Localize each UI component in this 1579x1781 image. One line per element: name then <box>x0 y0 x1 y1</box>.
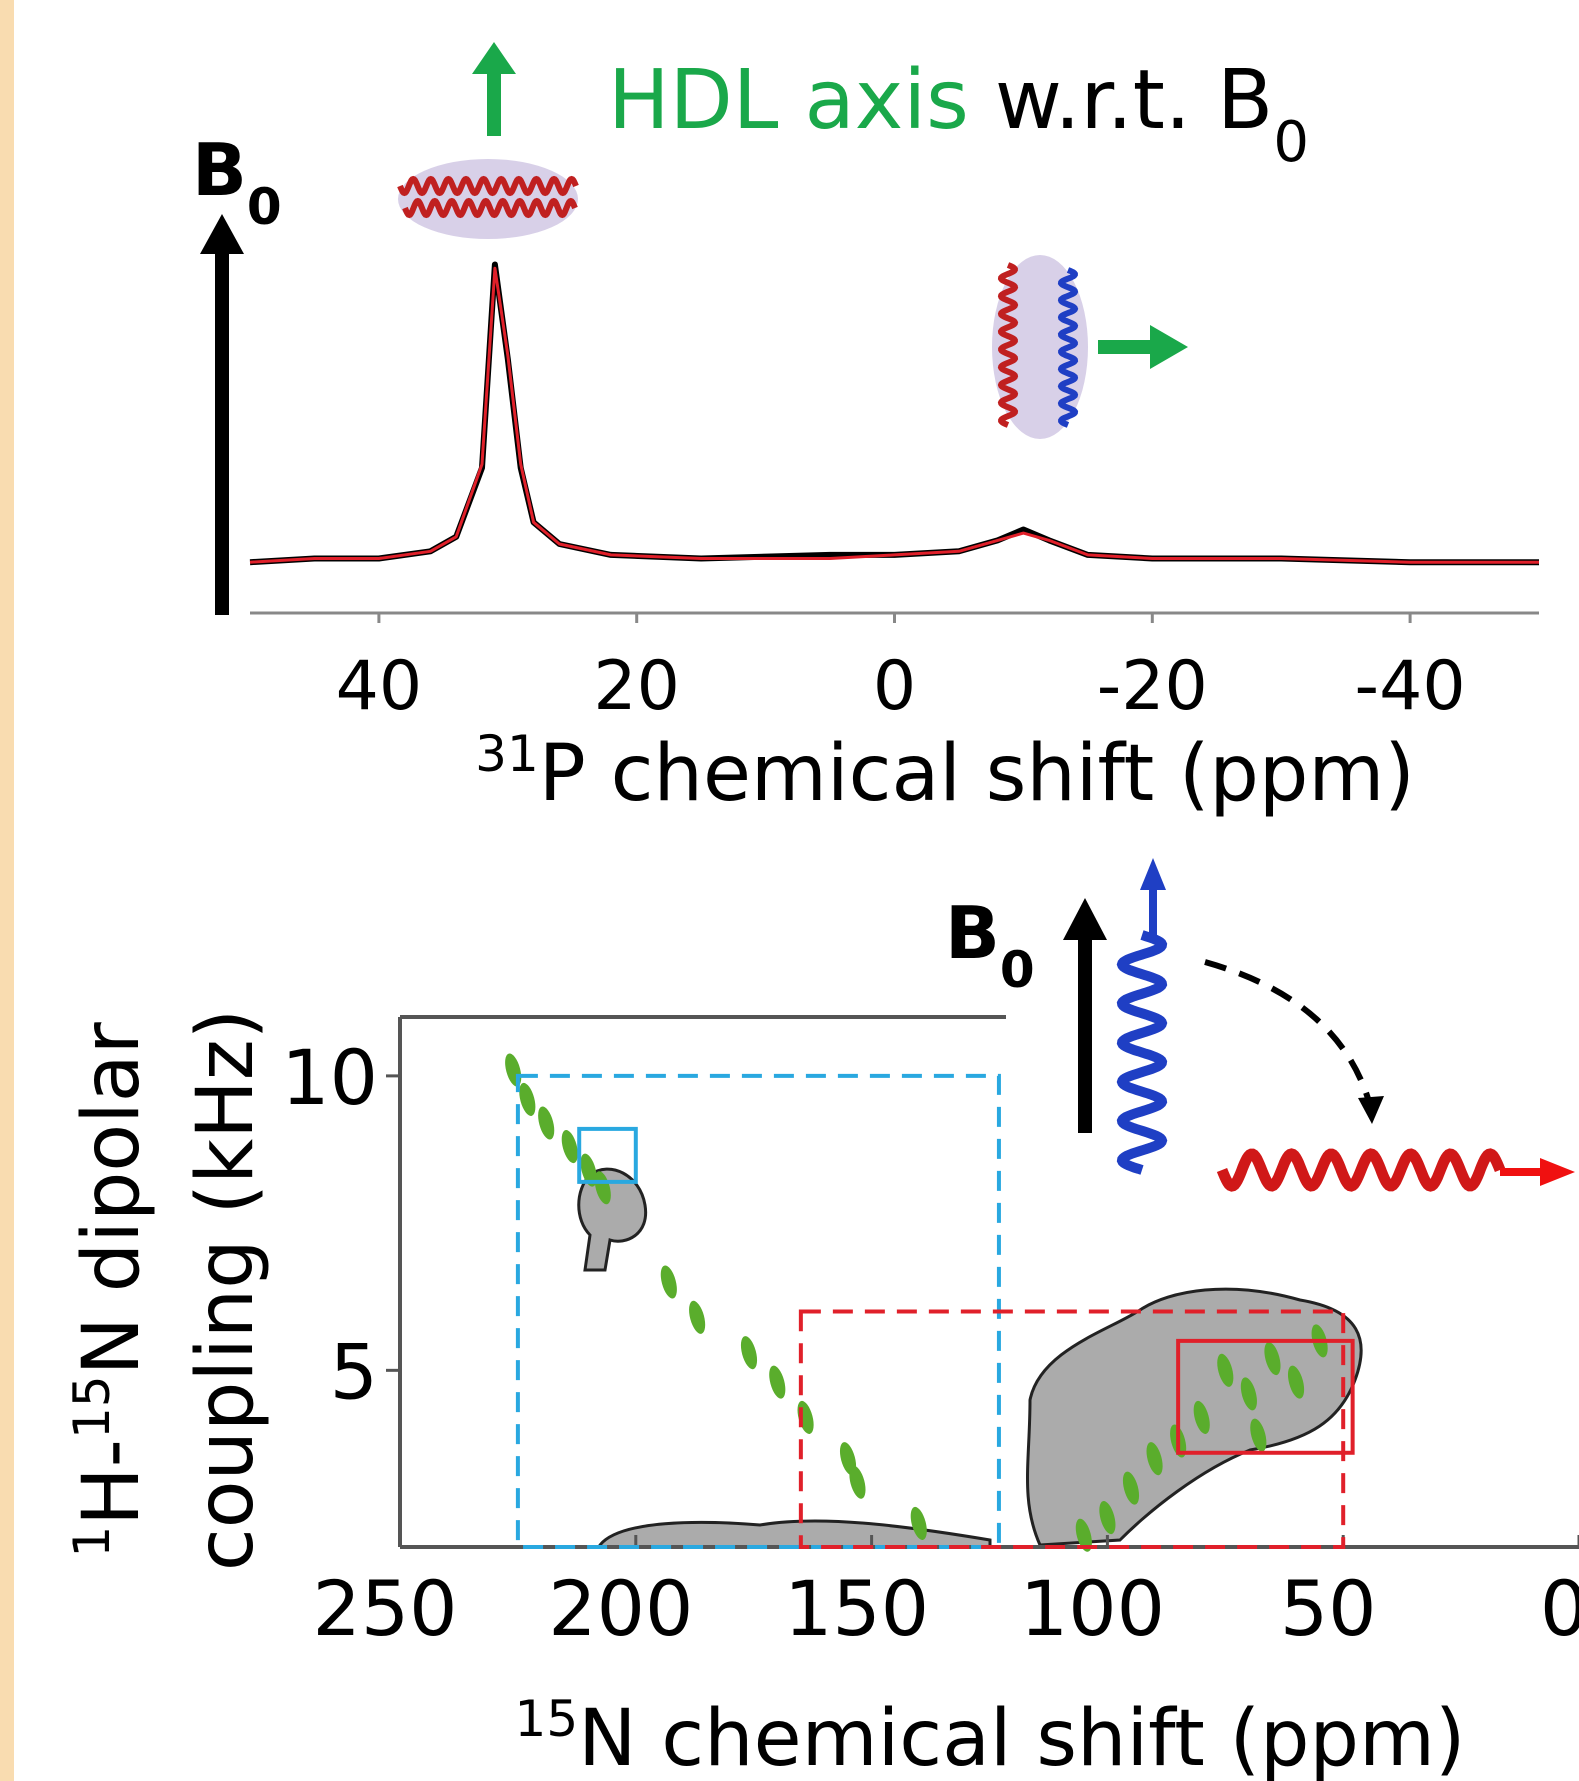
wrt-sub: 0 <box>1273 110 1309 175</box>
x-axis-label: 31P chemical shift (ppm) <box>475 725 1415 819</box>
x-tick-label: 0 <box>873 647 916 726</box>
peak <box>740 1336 758 1370</box>
peak <box>689 1300 706 1334</box>
hdl-axis-label: HDL axis <box>608 53 969 148</box>
peak <box>505 1053 522 1087</box>
contour-blob <box>1026 1287 1363 1547</box>
region-box <box>515 1073 1001 1550</box>
y-axis-label-sup: 15 <box>63 1375 121 1439</box>
b0-top-label: B <box>192 128 247 212</box>
peak <box>1099 1501 1116 1535</box>
helix <box>997 262 1019 428</box>
x-tick-label: 150 <box>784 1564 929 1653</box>
peak <box>1250 1418 1267 1452</box>
x-axis-label: 15N chemical shift (ppm) <box>515 1690 1466 1781</box>
peak <box>1264 1342 1281 1376</box>
peak <box>580 1153 597 1187</box>
helix <box>397 175 579 197</box>
wrt-label: w.r.t. B <box>995 53 1273 148</box>
peak <box>910 1506 927 1540</box>
x-tick-label: 100 <box>1020 1564 1165 1653</box>
y-tick-label: 5 <box>330 1327 378 1416</box>
y-axis-label-text: N dipolar <box>67 1021 157 1375</box>
x-tick-label: -20 <box>1097 647 1208 726</box>
y-axis-label: 1H-15N dipolar <box>63 1021 157 1557</box>
y-axis-label: coupling (kHz) <box>181 1009 271 1571</box>
peak <box>1287 1365 1305 1399</box>
peak <box>1240 1377 1257 1411</box>
peak <box>660 1265 677 1299</box>
hdl-caption: HDL axis w.r.t. B0 <box>608 53 1309 175</box>
peak <box>1122 1471 1140 1505</box>
peak <box>594 1171 611 1205</box>
x-tick-label: 200 <box>548 1564 693 1653</box>
spectrum-line <box>249 261 1539 566</box>
x-tick-label: -40 <box>1355 647 1466 726</box>
helix <box>1216 1148 1506 1192</box>
hdl-arrow-head <box>472 42 516 74</box>
peak <box>1075 1518 1092 1552</box>
rotation-arrow-head <box>1358 1096 1384 1124</box>
x-tick-label: 0 <box>1540 1564 1579 1653</box>
helix <box>1116 930 1168 1175</box>
x-tick-label: 20 <box>593 647 680 726</box>
peak <box>849 1465 866 1499</box>
region-box <box>798 1309 1346 1550</box>
peak <box>561 1130 578 1164</box>
x-axis-label-sup: 15 <box>515 1690 579 1748</box>
spectrum-line <box>249 266 1539 564</box>
helix <box>402 197 578 219</box>
contours <box>577 1167 1363 1549</box>
y-tick-label: 10 <box>281 1033 378 1122</box>
x-axis-label-sup: 31 <box>475 725 539 783</box>
hdl-side-arrow-head <box>1150 325 1188 369</box>
peak <box>519 1082 536 1116</box>
side-strip <box>0 0 14 1781</box>
decoration <box>397 159 1506 1192</box>
peak <box>1146 1442 1163 1476</box>
x-tick-label: 40 <box>336 647 423 726</box>
rotation-arrow <box>1204 959 1373 1106</box>
x-tick-label: 250 <box>312 1564 457 1653</box>
x-axis-label-text: N chemical shift (ppm) <box>578 1694 1465 1781</box>
peak <box>797 1400 814 1434</box>
x-tick-label: 50 <box>1280 1564 1377 1653</box>
b0-top: B0 <box>192 128 282 236</box>
contour-small <box>577 1167 648 1272</box>
peak <box>538 1106 555 1140</box>
helix <box>1057 267 1079 428</box>
b0-bottom-sub: 0 <box>1000 941 1035 999</box>
b0-top-sub: 0 <box>247 178 282 236</box>
blue-arrow-head <box>1140 858 1166 890</box>
peak <box>769 1365 786 1399</box>
highlight-box <box>577 1126 638 1184</box>
y-axis-label-sup: 1 <box>63 1526 121 1558</box>
y-axis-label-text: H- <box>67 1439 157 1526</box>
peak <box>1217 1353 1234 1387</box>
b0-bottom-arrow-head <box>1063 898 1107 940</box>
b0-bottom: B0 <box>945 891 1035 999</box>
contour-strip <box>598 1519 992 1549</box>
b0-top-arrow-head <box>200 214 244 254</box>
highlight-box <box>1176 1338 1355 1455</box>
red-arrow-head <box>1540 1158 1575 1186</box>
x-axis-label-text: P chemical shift (ppm) <box>539 729 1415 819</box>
b0-bottom-label: B <box>945 891 1000 975</box>
peak <box>1193 1400 1210 1434</box>
